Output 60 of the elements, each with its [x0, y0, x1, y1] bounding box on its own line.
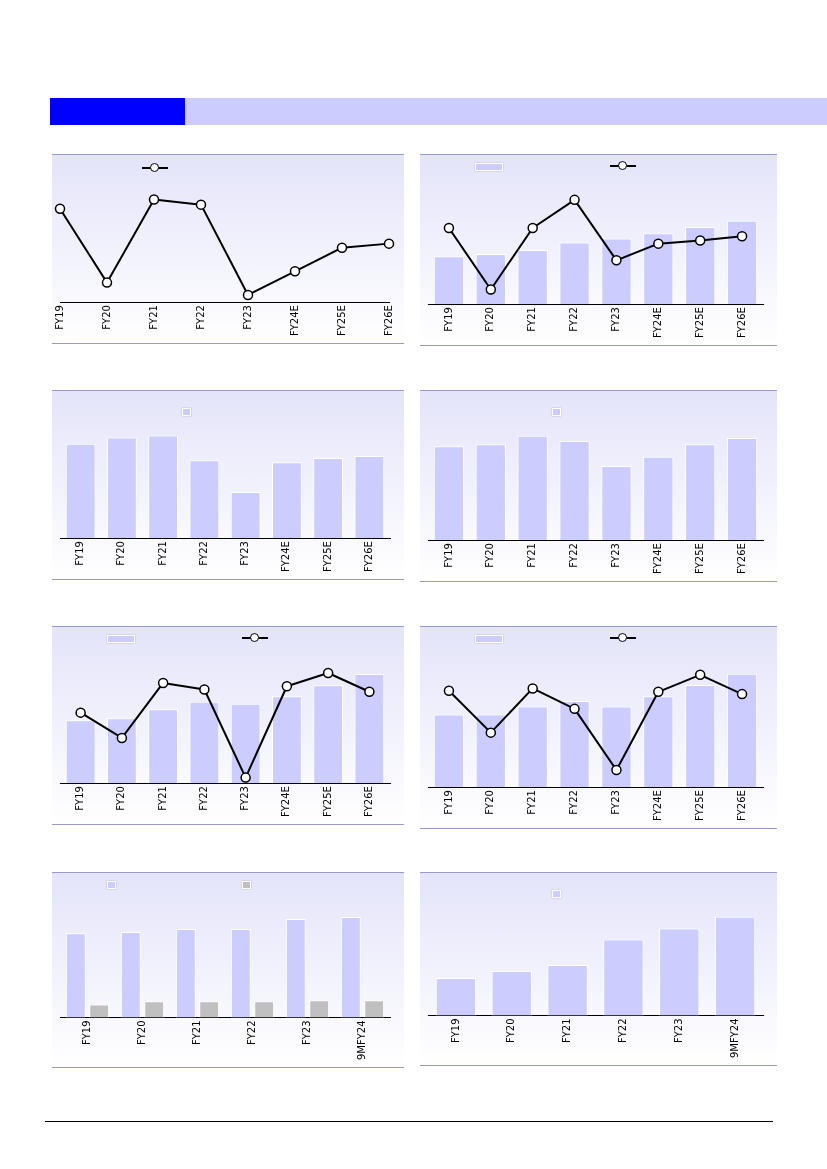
x-tick-label: FY21	[191, 1020, 203, 1046]
x-tick-label: FY25E	[321, 541, 333, 572]
x-tick-label: FY19	[74, 786, 86, 811]
x-tick-label: FY25E	[693, 543, 705, 574]
x-tick-label: FY25E	[321, 786, 333, 817]
x-tick-label: FY19	[449, 1018, 461, 1044]
x-tick-label: FY21	[526, 307, 538, 332]
x-tick-label: FY26E	[735, 790, 747, 821]
x-tick-label: FY23	[610, 307, 622, 332]
x-tick-label: FY22	[568, 307, 580, 332]
x-tick-label: FY21	[147, 305, 159, 330]
x-tick-label: FY23	[301, 1020, 313, 1046]
x-tick-label: FY21	[156, 786, 168, 811]
x-tick-label: FY20	[136, 1020, 148, 1046]
x-tick-label: FY23	[672, 1018, 684, 1044]
x-tick-label: FY26E	[362, 541, 374, 572]
x-tick-label: FY24E	[651, 307, 663, 338]
x-tick-label: FY22	[617, 1018, 629, 1044]
x-tick-label: FY25E	[693, 307, 705, 338]
x-tick-label: FY24E	[280, 786, 292, 817]
x-tick-label: FY21	[156, 541, 168, 566]
x-tick-label: FY20	[100, 305, 112, 330]
x-tick-label: FY22	[568, 543, 580, 568]
x-tick-label: FY24E	[651, 543, 663, 574]
x-tick-label: FY23	[241, 305, 253, 330]
x-tick-label: FY24E	[280, 541, 292, 572]
x-tick-label: FY23	[239, 786, 251, 811]
x-tick-label: FY22	[568, 790, 580, 815]
x-tick-label: FY21	[526, 543, 538, 568]
x-tick-label: FY22	[197, 786, 209, 811]
x-tick-label: FY26E	[362, 786, 374, 817]
x-tick-label: FY19	[81, 1020, 93, 1046]
x-tick-label: FY20	[484, 307, 496, 332]
x-tick-label: FY23	[610, 790, 622, 815]
x-tick-label: FY26E	[382, 305, 394, 336]
x-tick-label: FY24E	[651, 790, 663, 821]
x-tick-label: FY21	[561, 1018, 573, 1044]
x-tick-label: FY25E	[693, 790, 705, 821]
x-tick-label: FY20	[484, 790, 496, 815]
x-tick-label: FY23	[239, 541, 251, 566]
x-tick-label: FY22	[194, 305, 206, 330]
x-tick-label: FY26E	[735, 307, 747, 338]
x-tick-label: 9MFY24	[356, 1020, 368, 1060]
x-tick-label: FY19	[74, 541, 86, 566]
x-tick-label: FY19	[442, 790, 454, 815]
x-tick-label: FY25E	[335, 305, 347, 336]
x-tick-label: FY19	[442, 543, 454, 568]
x-tick-label: FY26E	[735, 543, 747, 574]
x-tick-label: FY23	[610, 543, 622, 568]
x-tick-label: FY20	[115, 541, 127, 566]
x-tick-label: FY20	[115, 786, 127, 811]
x-tick-label: FY19	[442, 307, 454, 332]
x-tick-label: 9MFY24	[728, 1018, 740, 1058]
x-tick-label: FY19	[53, 305, 65, 330]
x-tick-label: FY20	[505, 1018, 517, 1044]
x-tick-label: FY22	[246, 1020, 258, 1046]
x-tick-label: FY21	[526, 790, 538, 815]
x-tick-label: FY24E	[288, 305, 300, 336]
x-tick-label: FY22	[197, 541, 209, 566]
x-tick-label: FY20	[484, 543, 496, 568]
